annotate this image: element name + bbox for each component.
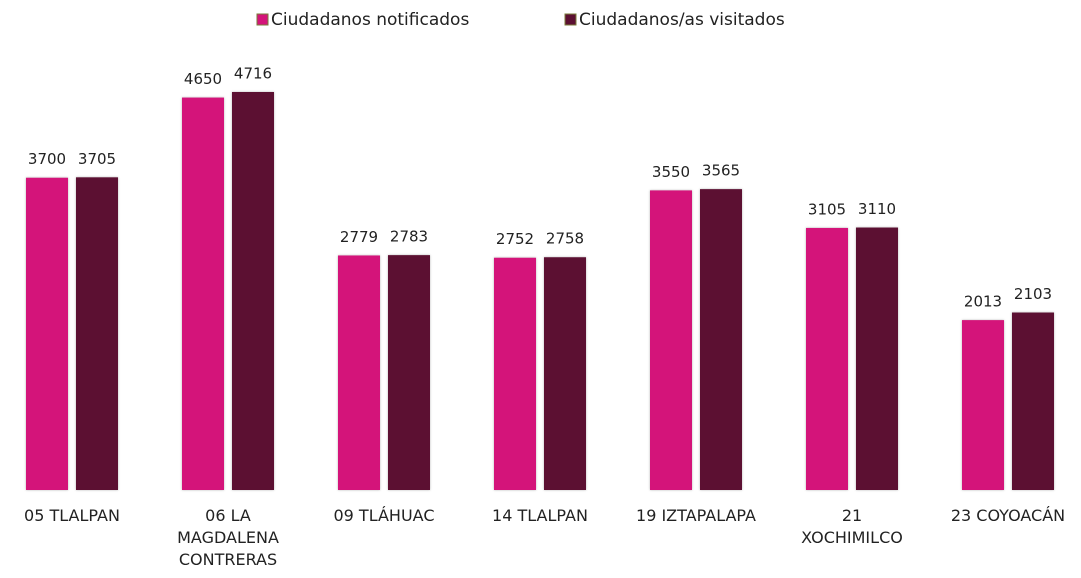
data-label: 3565 bbox=[702, 162, 740, 180]
x-tick-label: 19 IZTAPALAPA bbox=[636, 506, 756, 525]
bar bbox=[1012, 312, 1054, 490]
data-label: 2758 bbox=[546, 230, 584, 248]
x-tick-label: 23 COYOACÁN bbox=[950, 506, 1066, 525]
bar bbox=[388, 255, 430, 490]
data-label: 3105 bbox=[808, 200, 846, 218]
bar bbox=[700, 189, 742, 491]
data-label: 3110 bbox=[858, 200, 896, 218]
bar bbox=[962, 320, 1004, 490]
data-label: 4650 bbox=[184, 70, 222, 88]
x-tick-label: 05 TLALPAN bbox=[24, 506, 120, 525]
bar bbox=[494, 257, 536, 490]
data-label: 2779 bbox=[340, 228, 378, 246]
x-tick-label: 21 XOCHIMILCO bbox=[801, 506, 903, 547]
data-label: 2783 bbox=[390, 228, 428, 246]
data-label: 2103 bbox=[1014, 285, 1052, 303]
bar bbox=[26, 177, 68, 491]
bar bbox=[338, 255, 380, 490]
bar bbox=[76, 177, 118, 490]
bar bbox=[544, 257, 586, 490]
data-label: 2752 bbox=[496, 230, 534, 248]
data-label: 3550 bbox=[652, 163, 690, 181]
data-label: 3705 bbox=[78, 150, 116, 168]
x-tick-label: 09 TLÁHUAC bbox=[333, 506, 435, 525]
bar bbox=[856, 227, 898, 490]
legend-swatch bbox=[256, 13, 269, 26]
bar bbox=[182, 97, 224, 490]
x-tick-label: 06 LA MAGDALENA CONTRERAS bbox=[177, 506, 279, 569]
legend-label: Ciudadanos notificados bbox=[271, 10, 469, 30]
bar bbox=[806, 227, 848, 490]
bar bbox=[232, 92, 274, 490]
legend-label: Ciudadanos/as visitados bbox=[579, 10, 785, 30]
x-tick-label: 14 TLALPAN bbox=[492, 506, 588, 525]
bar bbox=[650, 190, 692, 490]
data-label: 3700 bbox=[28, 150, 66, 168]
legend-swatch bbox=[564, 13, 577, 26]
data-label: 4716 bbox=[234, 65, 272, 83]
data-label: 2013 bbox=[964, 293, 1002, 311]
